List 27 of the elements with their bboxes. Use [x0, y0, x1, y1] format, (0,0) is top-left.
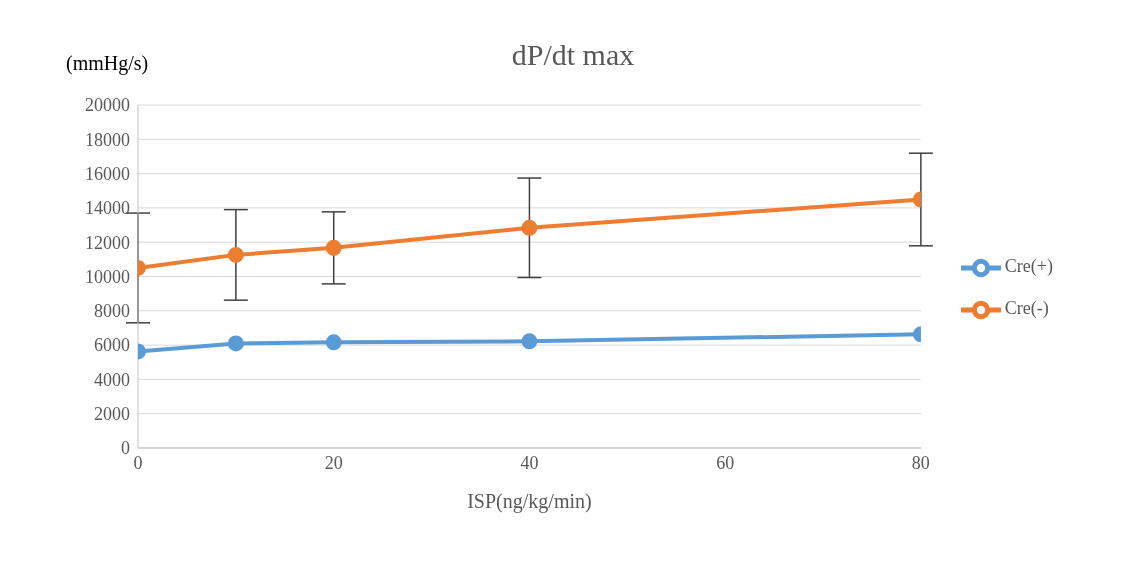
y-axis-title: (mmHg/s) [66, 52, 149, 75]
x-tick-label: 40 [520, 452, 539, 473]
y-tick-label: 20000 [85, 95, 130, 116]
x-tick-label: 0 [133, 452, 143, 473]
y-tick-label: 6000 [94, 335, 130, 356]
x-tick-label: 60 [716, 452, 735, 473]
point [521, 333, 538, 350]
y-tick-label: 18000 [85, 129, 130, 150]
x-tick-label: 20 [324, 452, 343, 473]
y-tick-label: 16000 [85, 163, 130, 184]
legend-label: Cre(+) [1004, 256, 1053, 277]
y-tick-label: 0 [121, 438, 130, 459]
legend-label: Cre(-) [1004, 298, 1049, 318]
point [227, 335, 244, 352]
y-tick-label: 14000 [85, 198, 130, 219]
y-tick-label: 4000 [94, 369, 130, 390]
point [325, 334, 342, 351]
point [521, 219, 538, 236]
chart-title: dP/dt max [511, 38, 635, 71]
y-tick-label: 12000 [85, 232, 130, 253]
y-tick-label: 2000 [94, 404, 130, 425]
point [325, 239, 342, 256]
x-tick-label: 80 [911, 452, 930, 473]
y-tick-label: 10000 [85, 266, 130, 287]
point [227, 246, 244, 263]
y-tick-label: 8000 [94, 301, 130, 322]
x-axis-title: ISP(ng/kg/min) [467, 490, 592, 513]
